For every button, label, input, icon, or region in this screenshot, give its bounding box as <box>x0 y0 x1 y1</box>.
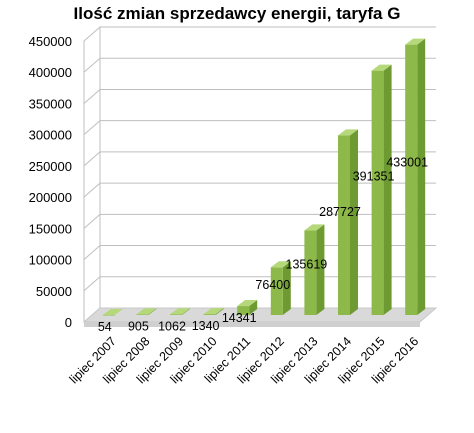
data-label: 14341 <box>222 311 257 325</box>
bar <box>371 64 392 315</box>
data-label: 1340 <box>192 319 220 333</box>
y-tick-label: 150000 <box>29 221 72 236</box>
gridline <box>83 26 436 42</box>
y-axis-ticks: 0 50000 100000 150000 200000 250000 300000 3500… <box>29 34 72 330</box>
gridline <box>83 182 436 198</box>
data-label: 135619 <box>286 257 328 271</box>
gridline <box>83 120 436 136</box>
y-tick-label: 0 <box>65 315 72 330</box>
bar <box>102 308 123 316</box>
data-label: 1062 <box>158 319 186 333</box>
data-label: 76400 <box>255 278 290 292</box>
bars <box>102 38 426 316</box>
bar <box>136 308 157 315</box>
y-tick-label: 250000 <box>29 159 72 174</box>
floor-edge <box>84 322 420 327</box>
gridline <box>83 151 436 167</box>
bar <box>270 261 291 315</box>
y-tick-label: 400000 <box>29 65 72 80</box>
data-label: 433001 <box>386 155 428 169</box>
data-label: 391351 <box>353 170 395 184</box>
y-tick-label: 300000 <box>29 128 72 143</box>
data-label: 54 <box>98 320 112 334</box>
bar <box>338 129 358 315</box>
gridline <box>83 88 436 104</box>
bar <box>304 224 325 315</box>
y-tick-label: 50000 <box>36 284 72 299</box>
bar <box>203 308 224 315</box>
y-tick-label: 450000 <box>29 34 72 49</box>
bar <box>405 38 426 315</box>
gridline <box>83 57 436 73</box>
y-tick-label: 100000 <box>29 253 72 268</box>
gridline <box>83 213 436 229</box>
chart-title: Ilość zmian sprzedawcy energii, taryfa G <box>73 4 401 23</box>
data-label: 287727 <box>319 205 361 219</box>
bar <box>170 308 190 315</box>
y-tick-label: 200000 <box>29 190 72 205</box>
bar <box>237 300 258 315</box>
data-label: 905 <box>128 319 149 333</box>
y-tick-label: 350000 <box>29 96 72 111</box>
